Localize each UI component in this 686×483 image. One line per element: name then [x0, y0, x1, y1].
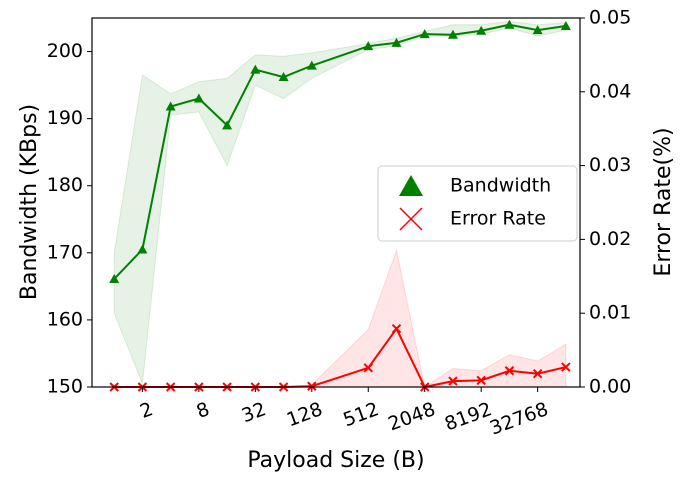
marker [560, 21, 571, 31]
y-tick-label: 180 [47, 174, 83, 196]
marker [448, 376, 458, 386]
marker [363, 41, 374, 51]
series-line [113, 23, 567, 280]
marker [476, 25, 487, 35]
legend-label: Error Rate [450, 208, 546, 230]
marker [363, 363, 373, 373]
marker [504, 366, 515, 376]
x-axis-label: Payload Size (B) [247, 448, 424, 473]
y-tick-label: 150 [47, 376, 83, 398]
marker [250, 64, 261, 74]
marker [532, 25, 543, 35]
x-tick-label: 8192 [442, 398, 495, 435]
x-tick-label: 8 [194, 398, 213, 423]
marker [447, 29, 458, 39]
marker [306, 60, 317, 70]
y2-tick-label: 0.04 [589, 80, 631, 102]
legend-box [377, 165, 578, 242]
marker [165, 101, 176, 111]
marker [109, 273, 120, 283]
x-tick-label: 32768 [487, 398, 551, 439]
marker [193, 93, 204, 103]
y2-axis-label: Error Rate(%) [651, 127, 676, 276]
y-axis-label: Bandwidth (KBps) [17, 104, 42, 300]
marker [222, 120, 233, 130]
x-tick-label: 2 [137, 398, 156, 423]
error-band [114, 248, 567, 388]
plot-frame [91, 17, 581, 388]
marker [419, 29, 430, 39]
x-tick-label: 128 [284, 398, 326, 431]
marker [391, 37, 402, 47]
legend-label: Bandwidth [450, 175, 551, 197]
marker [504, 19, 515, 29]
y2-tick-label: 0.05 [589, 7, 631, 29]
marker [561, 362, 571, 372]
y-tick-label: 170 [47, 241, 83, 263]
x-tick-label: 32 [239, 398, 269, 427]
y2-tick-label: 0.03 [589, 154, 631, 176]
marker [391, 323, 402, 334]
marker [278, 72, 289, 82]
marker [476, 375, 486, 386]
y-tick-label: 200 [47, 40, 83, 62]
error-band [113, 20, 567, 384]
x-tick-label: 2048 [385, 398, 438, 435]
y2-tick-label: 0.00 [589, 376, 631, 398]
marker [532, 369, 543, 379]
marker [137, 244, 148, 254]
y-tick-label: 160 [47, 308, 83, 330]
x-tick-label: 512 [340, 398, 382, 431]
y-tick-label: 190 [47, 107, 83, 129]
marker [307, 381, 317, 391]
y2-tick-label: 0.01 [589, 302, 631, 324]
legend-marker [399, 207, 423, 231]
y2-tick-label: 0.02 [589, 228, 631, 250]
legend-marker [399, 175, 423, 196]
